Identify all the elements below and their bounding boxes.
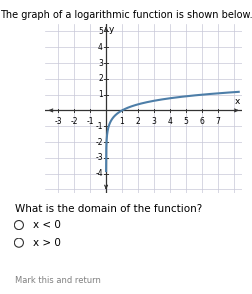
Text: 3: 3 [152,117,156,126]
Text: x: x [235,97,240,106]
Text: -1: -1 [86,117,94,126]
Text: -3: -3 [54,117,62,126]
Text: 1: 1 [98,90,103,99]
Text: -4: -4 [95,169,103,178]
Text: -3: -3 [95,153,103,162]
Text: 2: 2 [136,117,140,126]
Text: 2: 2 [98,74,103,83]
Text: x > 0: x > 0 [33,238,61,248]
Text: 5: 5 [183,117,188,126]
Text: -1: -1 [96,122,103,131]
Text: The graph of a logarithmic function is shown below.: The graph of a logarithmic function is s… [0,10,252,20]
Text: x < 0: x < 0 [33,220,61,230]
Text: -2: -2 [96,138,103,146]
Text: 6: 6 [200,117,204,126]
Text: -2: -2 [70,117,78,126]
Text: y: y [109,25,114,34]
Text: 4: 4 [98,43,103,52]
Text: 3: 3 [98,59,103,68]
Text: 7: 7 [215,117,220,126]
Text: 1: 1 [120,117,124,126]
Text: What is the domain of the function?: What is the domain of the function? [15,204,202,214]
Text: 5: 5 [98,27,103,36]
Text: 4: 4 [168,117,172,126]
Text: Mark this and return: Mark this and return [15,276,101,285]
